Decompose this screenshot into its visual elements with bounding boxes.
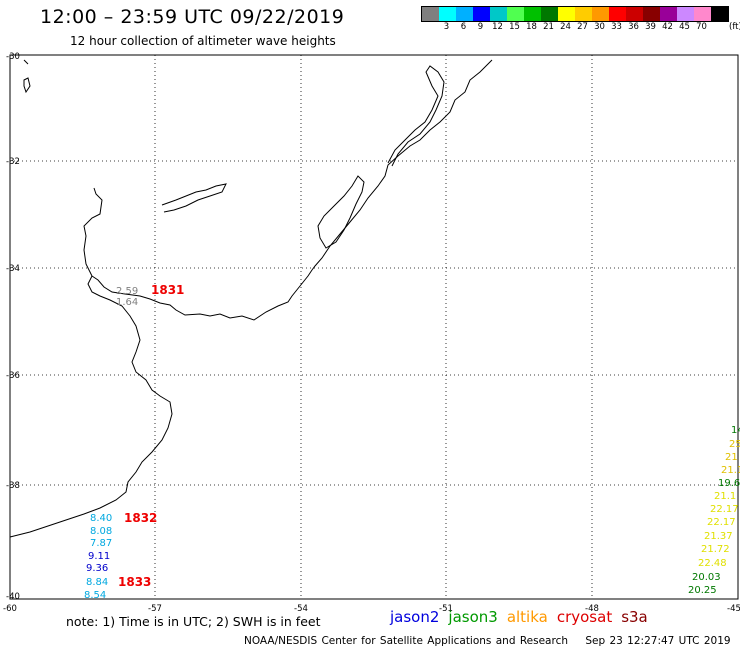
footnote: note: 1) Time is in UTC; 2) SWH is in fe… (66, 614, 321, 629)
legend-swatch (456, 7, 473, 21)
legend-swatch (592, 7, 609, 21)
x-tick-label: -48 (585, 604, 599, 614)
legend-label: 33 (611, 22, 622, 32)
legend-label: 15 (509, 22, 520, 32)
swh-value: 14 (731, 425, 740, 436)
swh-value: 19.6 (718, 478, 740, 489)
legend-label: 24 (560, 22, 571, 32)
legend-swatch (507, 7, 524, 21)
x-tick-label: -51 (439, 604, 453, 614)
satellite-cryosat: cryosat (556, 608, 613, 626)
satellite-altika: altika (506, 608, 548, 626)
legend-labels: 3 6 9 12 15 18 21 24 27 30 33 36 39 42 45 70 (421, 22, 727, 32)
legend-label: 12 (492, 22, 503, 32)
legend-swatch (490, 7, 507, 21)
swh-value: 21.1 (714, 491, 736, 502)
y-tick-label: -34 (6, 264, 20, 274)
y-tick-label: -38 (6, 481, 20, 491)
legend-label: 36 (628, 22, 639, 32)
y-tick-label: -32 (6, 157, 20, 167)
satellite-jason3: jason3 (448, 608, 498, 626)
color-legend (421, 6, 729, 22)
map-title: 12:00 – 23:59 UTC 09/22/2019 (40, 6, 345, 28)
swh-value: 21.37 (704, 531, 733, 542)
legend-label: 18 (526, 22, 537, 32)
pass-id-label: 1832 (124, 511, 157, 525)
swh-value: 22.17 (710, 504, 739, 515)
legend-swatch (558, 7, 575, 21)
map-subtitle: 12 hour collection of altimeter wave hei… (70, 34, 336, 48)
coastline (9, 59, 493, 538)
generated-timestamp: Sep 23 12:27:47 UTC 2019 (585, 635, 731, 647)
swh-value: 21.1 (721, 465, 740, 476)
legend-swatch (439, 7, 456, 21)
satellite-legend: jason2 jason3 altika cryosat s3a (390, 608, 648, 626)
legend-label: 42 (662, 22, 673, 32)
swh-value: 8.84 (86, 577, 108, 588)
swh-value: 8.54 (84, 590, 106, 601)
swh-value: 22.17 (707, 517, 736, 528)
credit-line: NOAA/NESDIS Center for Satellite Applica… (244, 635, 731, 647)
swh-value: 21 (725, 452, 738, 463)
y-tick-label: -30 (6, 52, 20, 62)
legend-swatch (643, 7, 660, 21)
legend-swatch (422, 7, 439, 21)
x-tick-label: -60 (3, 604, 17, 614)
x-tick-label: -45 (727, 604, 740, 614)
satellite-jason2: jason2 (390, 608, 440, 626)
legend-swatch (473, 7, 490, 21)
swh-value: 2.59 (116, 286, 138, 297)
swh-value: 20.25 (688, 585, 717, 596)
pass-id-label: 1831 (151, 283, 184, 297)
legend-label: 6 (460, 22, 467, 32)
pass-id-label: 1833 (118, 575, 151, 589)
x-tick-label: -57 (148, 604, 162, 614)
legend-swatch (626, 7, 643, 21)
swh-value: 7.87 (90, 538, 112, 549)
swh-value: 25 (729, 439, 740, 450)
swh-value: 9.36 (86, 563, 108, 574)
swh-value: 22.48 (698, 558, 727, 569)
swh-value: 21.72 (701, 544, 730, 555)
legend-swatch (694, 7, 711, 21)
swh-value: 1.64 (116, 297, 138, 308)
legend-swatch (524, 7, 541, 21)
map-frame (9, 54, 739, 600)
legend-swatch (711, 7, 728, 21)
legend-label: 21 (543, 22, 554, 32)
y-tick-label: -36 (6, 371, 20, 381)
credit-text: NOAA/NESDIS Center for Satellite Applica… (244, 635, 568, 647)
legend-label: 45 (679, 22, 690, 32)
legend-swatch (677, 7, 694, 21)
axis-labels: -30 -32 -34 -36 -38 -40 -60 -57 -54 -51 … (3, 52, 740, 614)
x-tick-label: -54 (294, 604, 308, 614)
graticule (10, 55, 738, 599)
legend-swatch (575, 7, 592, 21)
legend-label: 3 (443, 22, 450, 32)
legend-label: 27 (577, 22, 588, 32)
legend-label: 70 (696, 22, 707, 32)
swh-value: 20.03 (692, 572, 721, 583)
legend-label: 30 (594, 22, 605, 32)
legend-swatch (609, 7, 626, 21)
swh-value: 8.40 (90, 513, 112, 524)
legend-unit: (ft) (729, 22, 740, 32)
legend-swatch (541, 7, 558, 21)
satellite-s3a: s3a (621, 608, 648, 626)
legend-swatch (660, 7, 677, 21)
legend-label: 39 (645, 22, 656, 32)
y-tick-label: -40 (6, 592, 20, 602)
swh-value: 8.08 (90, 526, 112, 537)
legend-label: 9 (477, 22, 484, 32)
swh-value: 9.11 (88, 551, 110, 562)
